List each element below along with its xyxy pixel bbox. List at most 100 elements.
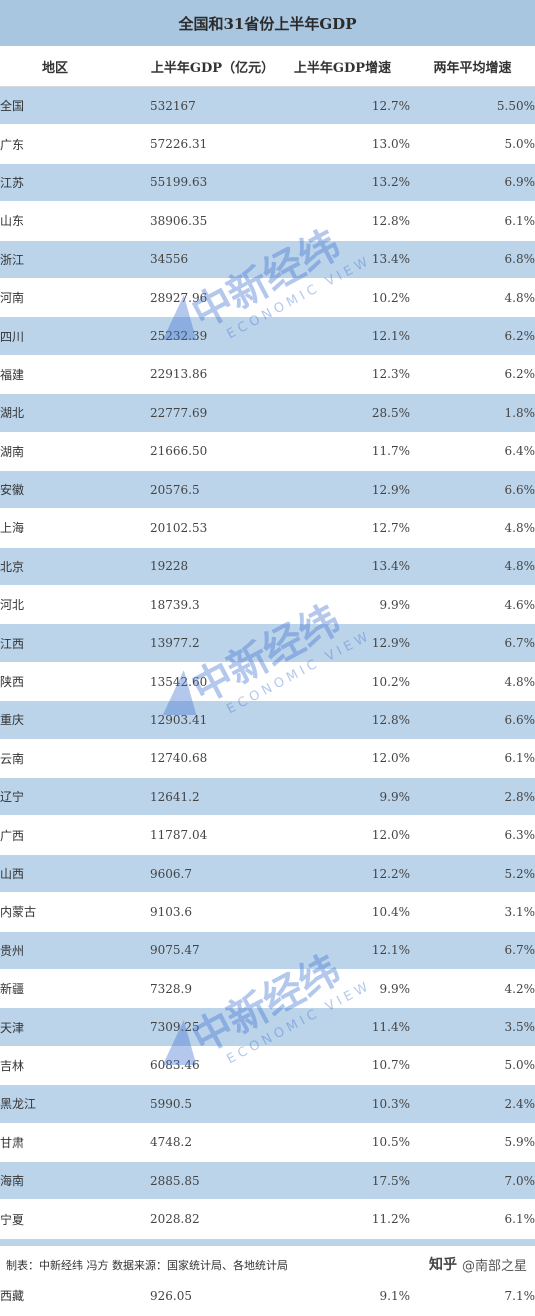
cell-gdp: 13542.60 <box>150 662 275 702</box>
cell-region: 贵州 <box>0 931 150 970</box>
zhihu-attribution: 知乎 @南部之星 <box>429 1254 527 1274</box>
cell-two-year-average: 6.1% <box>410 201 535 241</box>
table-row: 河北 18739.3 9.9% 4.6% <box>0 585 535 625</box>
table-row: 山东 38906.35 12.8% 6.1% <box>0 201 535 241</box>
table-row: 四川 25232.39 12.1% 6.2% <box>0 316 535 356</box>
cell-region: 内蒙古 <box>0 892 150 932</box>
cell-gdp: 21666.50 <box>150 432 275 471</box>
cell-growth: 9.9% <box>275 585 410 625</box>
table-row: 吉林 6083.46 10.7% 5.0% <box>0 1046 535 1086</box>
table-row: 海南 2885.85 17.5% 7.0% <box>0 1161 535 1201</box>
cell-growth: 12.8% <box>275 700 410 740</box>
cell-gdp: 7309.25 <box>150 1007 275 1047</box>
cell-growth: 17.5% <box>275 1161 410 1201</box>
cell-region: 天津 <box>0 1007 150 1047</box>
cell-two-year-average: 1.8% <box>410 393 535 433</box>
cell-gdp: 55199.63 <box>150 163 275 203</box>
cell-region: 西藏 <box>0 1276 150 1316</box>
cell-region: 云南 <box>0 739 150 779</box>
column-header-gdp: 上半年GDP（亿元） <box>150 46 275 87</box>
table-row: 河南 28927.96 10.2% 4.8% <box>0 278 535 318</box>
cell-gdp: 4748.2 <box>150 1123 275 1162</box>
cell-two-year-average: 6.4% <box>410 432 535 471</box>
cell-region: 上海 <box>0 508 150 548</box>
cell-growth: 10.2% <box>275 278 410 318</box>
cell-region: 黑龙江 <box>0 1084 150 1124</box>
cell-two-year-average: 4.6% <box>410 585 535 625</box>
cell-region: 湖南 <box>0 432 150 471</box>
cell-gdp: 12903.41 <box>150 700 275 740</box>
cell-region: 陕西 <box>0 662 150 702</box>
cell-region: 全国 <box>0 86 150 126</box>
table-row: 江西 13977.2 12.9% 6.7% <box>0 623 535 663</box>
cell-two-year-average: 7.1% <box>410 1276 535 1316</box>
cell-gdp: 12740.68 <box>150 739 275 779</box>
cell-two-year-average: 5.0% <box>410 124 535 164</box>
cell-region: 四川 <box>0 316 150 356</box>
cell-region: 江西 <box>0 623 150 663</box>
cell-region: 安徽 <box>0 470 150 510</box>
cell-growth: 12.1% <box>275 931 410 970</box>
table-row: 陕西 13542.60 10.2% 4.8% <box>0 662 535 702</box>
cell-region: 河南 <box>0 278 150 318</box>
cell-gdp: 6083.46 <box>150 1046 275 1086</box>
table-row: 内蒙古 9103.6 10.4% 3.1% <box>0 892 535 932</box>
cell-region: 山西 <box>0 854 150 894</box>
cell-region: 河北 <box>0 585 150 625</box>
cell-growth: 11.7% <box>275 432 410 471</box>
cell-two-year-average: 6.1% <box>410 739 535 779</box>
cell-growth: 9.9% <box>275 777 410 817</box>
cell-two-year-average: 7.0% <box>410 1161 535 1201</box>
cell-gdp: 20102.53 <box>150 508 275 548</box>
table-row: 山西 9606.7 12.2% 5.2% <box>0 854 535 894</box>
table-row: 江苏 55199.63 13.2% 6.9% <box>0 163 535 203</box>
cell-gdp: 532167 <box>150 86 275 126</box>
cell-gdp: 9606.7 <box>150 854 275 894</box>
cell-gdp: 38906.35 <box>150 201 275 241</box>
table-row: 贵州 9075.47 12.1% 6.7% <box>0 931 535 970</box>
cell-two-year-average: 2.8% <box>410 777 535 817</box>
table-row: 甘肃 4748.2 10.5% 5.9% <box>0 1123 535 1162</box>
cell-gdp: 12641.2 <box>150 777 275 817</box>
cell-two-year-average: 6.6% <box>410 700 535 740</box>
table-row: 辽宁 12641.2 9.9% 2.8% <box>0 777 535 817</box>
cell-growth: 12.9% <box>275 623 410 663</box>
cell-two-year-average: 4.8% <box>410 547 535 587</box>
cell-region: 北京 <box>0 547 150 587</box>
cell-two-year-average: 3.1% <box>410 892 535 932</box>
cell-gdp: 22777.69 <box>150 393 275 433</box>
cell-region: 浙江 <box>0 240 150 279</box>
cell-region: 新疆 <box>0 969 150 1009</box>
table-row: 天津 7309.25 11.4% 3.5% <box>0 1007 535 1047</box>
cell-growth: 12.0% <box>275 739 410 779</box>
cell-two-year-average: 5.0% <box>410 1046 535 1086</box>
cell-two-year-average: 5.50% <box>410 86 535 126</box>
cell-growth: 12.3% <box>275 355 410 395</box>
cell-two-year-average: 6.2% <box>410 316 535 356</box>
cell-gdp: 9103.6 <box>150 892 275 932</box>
cell-two-year-average: 6.1% <box>410 1199 535 1239</box>
cell-gdp: 34556 <box>150 240 275 279</box>
cell-two-year-average: 5.2% <box>410 854 535 894</box>
cell-region: 宁夏 <box>0 1199 150 1239</box>
cell-growth: 10.3% <box>275 1084 410 1124</box>
cell-growth: 12.9% <box>275 470 410 510</box>
table-row: 安徽 20576.5 12.9% 6.6% <box>0 470 535 510</box>
table-row: 北京 19228 13.4% 4.8% <box>0 547 535 587</box>
cell-growth: 28.5% <box>275 393 410 433</box>
author-handle: @南部之星 <box>461 1258 527 1274</box>
cell-two-year-average: 6.8% <box>410 240 535 279</box>
cell-gdp: 28927.96 <box>150 278 275 318</box>
cell-gdp: 20576.5 <box>150 470 275 510</box>
cell-two-year-average: 4.2% <box>410 969 535 1009</box>
table-row: 广西 11787.04 12.0% 6.3% <box>0 815 535 855</box>
table-row: 上海 20102.53 12.7% 4.8% <box>0 508 535 548</box>
cell-gdp: 19228 <box>150 547 275 587</box>
cell-two-year-average: 6.2% <box>410 355 535 395</box>
cell-gdp: 7328.9 <box>150 969 275 1009</box>
cell-two-year-average: 3.5% <box>410 1007 535 1047</box>
table-row: 重庆 12903.41 12.8% 6.6% <box>0 700 535 740</box>
cell-growth: 13.0% <box>275 124 410 164</box>
cell-gdp: 926.05 <box>150 1276 275 1316</box>
